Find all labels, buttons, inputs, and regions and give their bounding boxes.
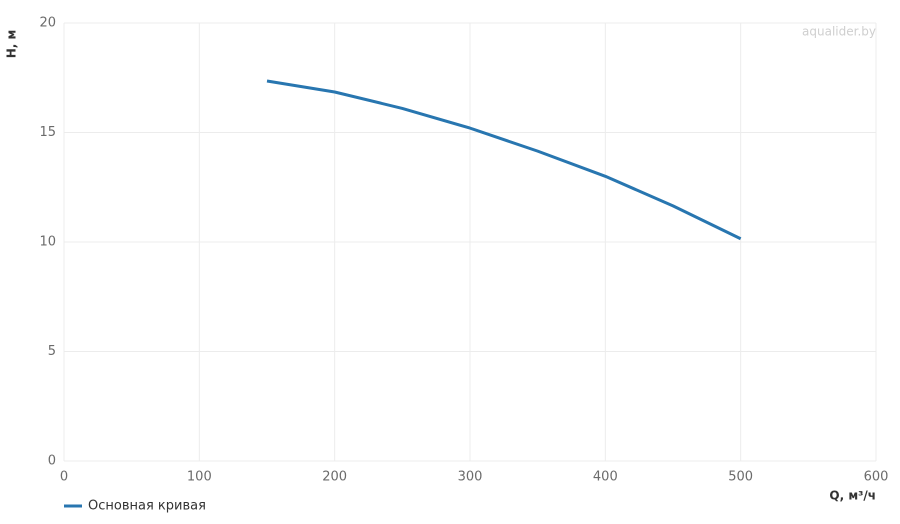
x-tick-label: 100 [187,470,212,485]
legend-label: Основная кривая [88,499,206,514]
y-tick-label: 10 [39,235,56,250]
x-tick-label: 600 [864,470,889,485]
y-axis-label: H, м [5,30,19,59]
x-tick-label: 200 [322,470,347,485]
y-tick-label: 0 [48,454,56,469]
y-tick-label: 5 [48,344,56,359]
line [266,79,742,241]
x-tick-label: 500 [728,470,753,485]
x-axis-label: Q, м³/ч [829,489,876,503]
x-tick-label: 0 [60,470,68,485]
y-tick-label: 20 [39,16,56,31]
y-tick-label: 15 [39,125,56,140]
x-tick-label: 300 [458,470,483,485]
x-tick-label: 400 [593,470,618,485]
watermark: aqualider.by [802,25,876,39]
